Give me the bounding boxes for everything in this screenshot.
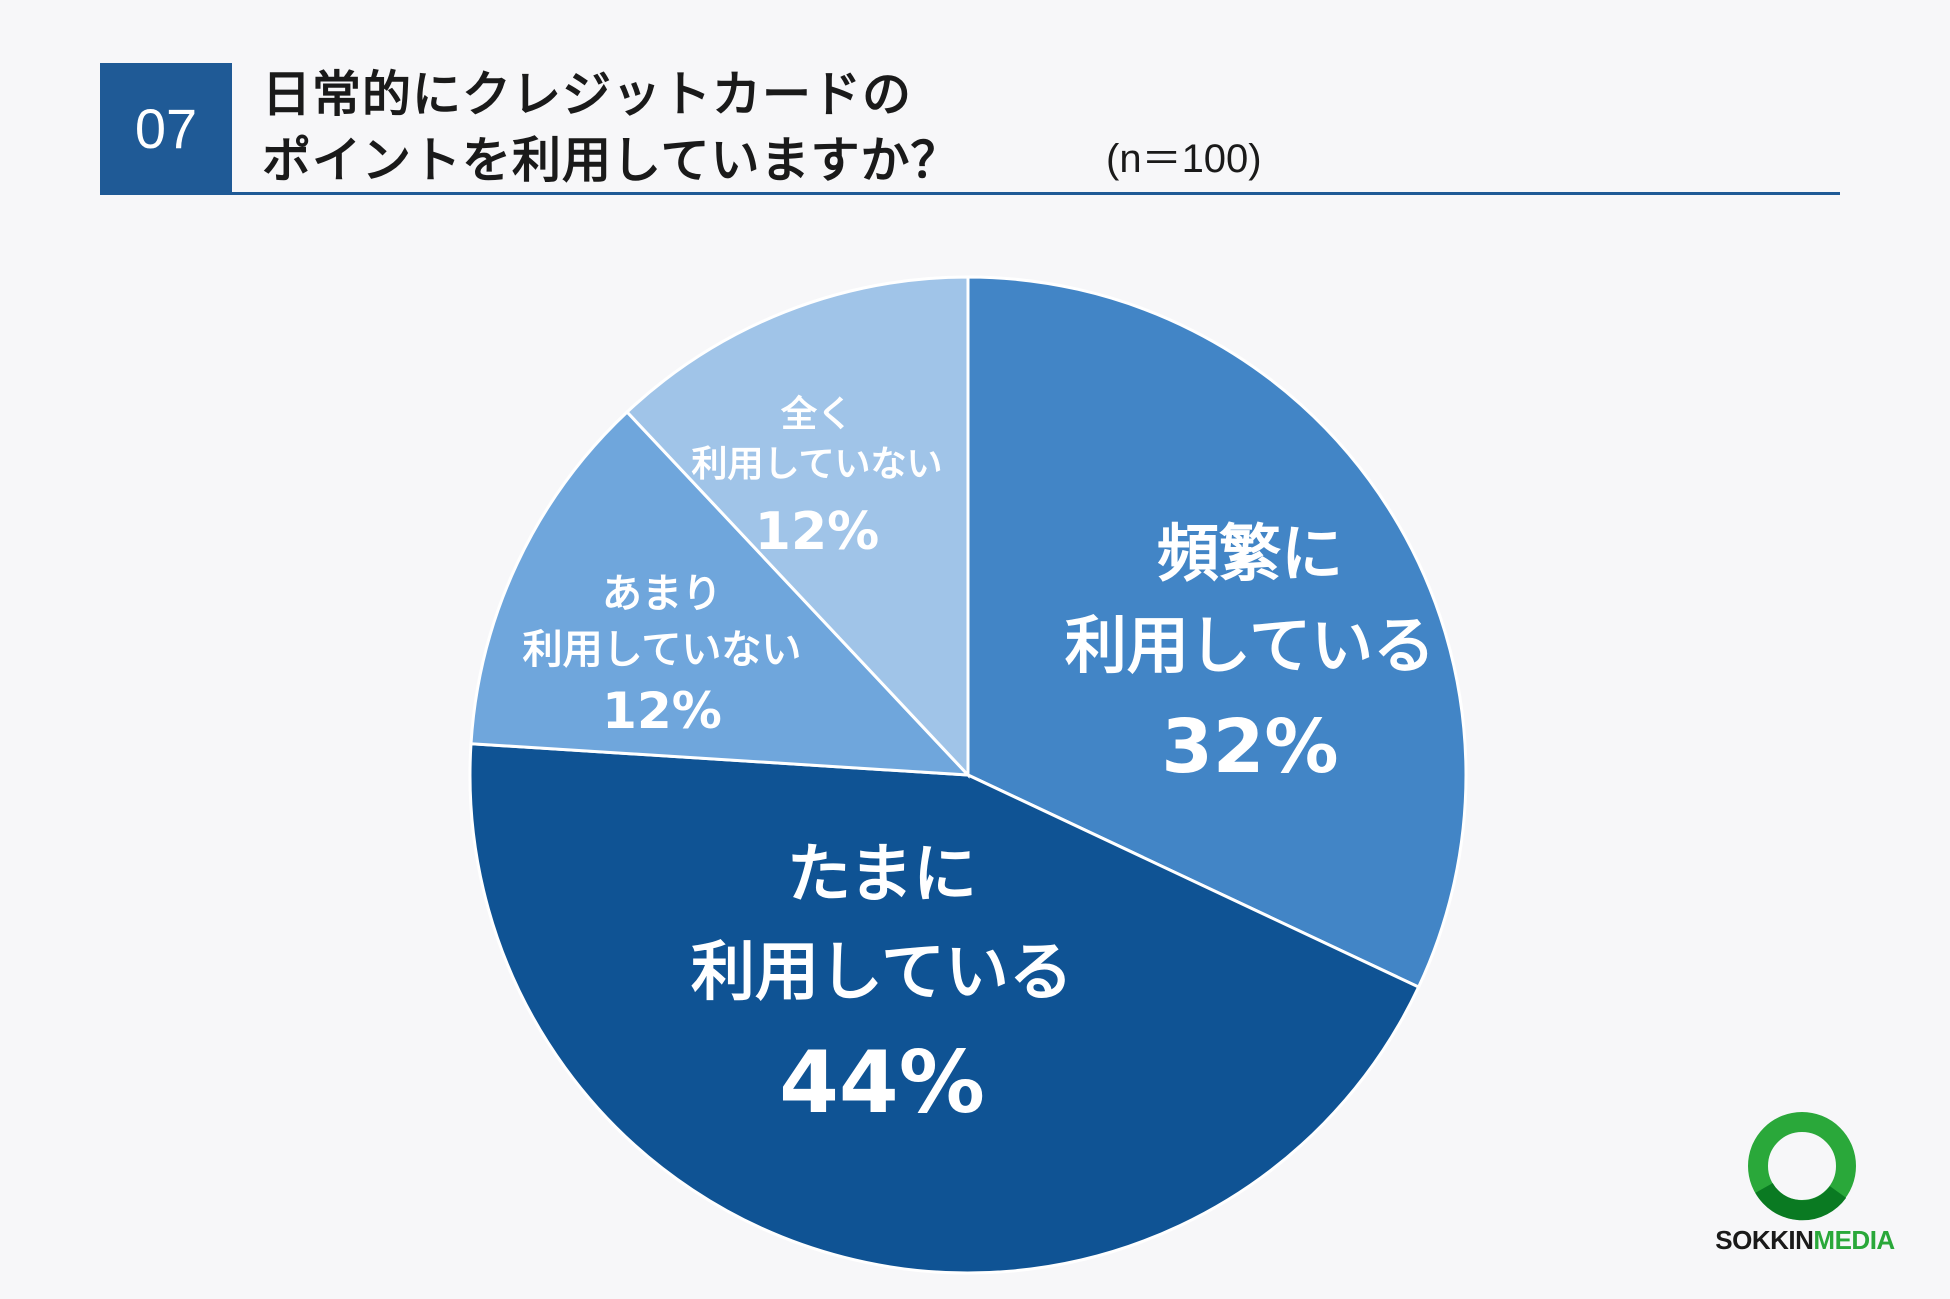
question-number-badge: 07 bbox=[100, 63, 232, 193]
slice-label-rarely-line2: 利用していない bbox=[522, 627, 802, 673]
pie-slice-rarely bbox=[469, 409, 972, 777]
pie-slice-never bbox=[624, 275, 970, 779]
slice-label-never: 全く 利用していない 12% bbox=[692, 390, 943, 574]
sample-size: (n＝100) bbox=[1106, 137, 1262, 181]
slice-label-rarely-line1: あまり bbox=[602, 571, 722, 617]
question-title: 日常的にクレジットカードの ポイントを利用していますか？ bbox=[262, 62, 961, 194]
header-rule bbox=[100, 192, 1840, 195]
logo-ring-icon bbox=[1748, 1112, 1856, 1221]
slice-label-never-pct: 12% bbox=[754, 502, 880, 562]
sokkin-media-logo: SOKKINMEDIA bbox=[1690, 1110, 1920, 1260]
slice-label-frequent: 頻繁に 利用している 32% bbox=[1065, 508, 1435, 802]
slice-label-frequent-pct: 32% bbox=[1161, 704, 1339, 790]
title-line-2: ポイントを利用していますか？ bbox=[262, 132, 961, 189]
slice-label-rarely-pct: 12% bbox=[602, 682, 722, 740]
slice-label-sometimes-line1: たまに bbox=[786, 838, 978, 912]
pie-slice-frequent bbox=[966, 275, 1468, 990]
logo-wordmark: SOKKINMEDIA bbox=[1690, 1225, 1920, 1256]
pie-slice-sometimes bbox=[468, 742, 1421, 1275]
slice-label-frequent-line1: 頻繁に bbox=[1156, 517, 1344, 590]
slice-label-never-line1: 全く bbox=[780, 394, 854, 435]
slice-label-never-line2: 利用していない bbox=[691, 444, 943, 485]
title-line-1: 日常的にクレジットカードの bbox=[262, 66, 913, 123]
logo-text-media: MEDIA bbox=[1813, 1225, 1895, 1255]
slice-label-frequent-line2: 利用している bbox=[1064, 609, 1436, 682]
slice-label-rarely: あまり 利用していない 12% bbox=[523, 566, 802, 744]
slice-label-sometimes-pct: 44% bbox=[779, 1033, 985, 1133]
logo-text-sokkin: SOKKIN bbox=[1715, 1225, 1814, 1255]
slice-label-sometimes: たまに 利用している 44% bbox=[691, 826, 1073, 1144]
slice-label-sometimes-line2: 利用している bbox=[690, 936, 1074, 1010]
